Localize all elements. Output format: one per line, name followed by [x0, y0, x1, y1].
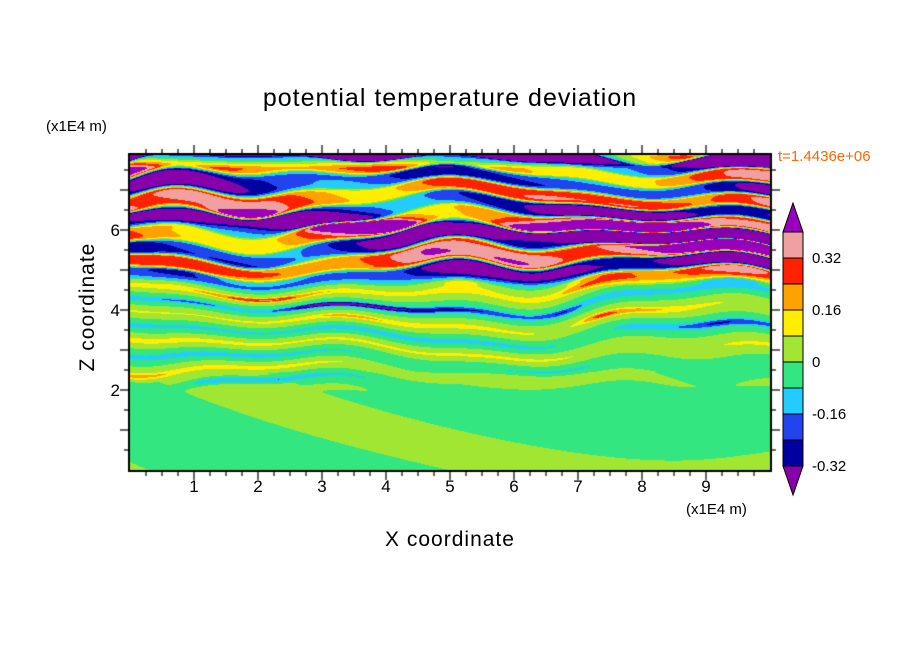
colorbar-block	[782, 439, 804, 467]
colorbar-block	[782, 231, 804, 259]
colorbar-label: 0.16	[812, 302, 841, 319]
colorbar-block	[782, 361, 804, 389]
colorbar-block	[782, 413, 804, 441]
chart-title: potential temperature deviation	[262, 84, 638, 112]
colorbar-label: -0.32	[812, 458, 846, 475]
colorbar-top-arrow	[782, 201, 804, 233]
contour-plot-canvas	[110, 135, 790, 490]
colorbar-bottom-arrow	[782, 465, 804, 497]
colorbar: 0.32 0.16 0 -0.16 -0.32	[782, 201, 904, 503]
colorbar-block	[782, 309, 804, 337]
y-unit-label: (x1E4 m)	[46, 118, 107, 135]
x-axis-label: X coordinate	[385, 528, 515, 551]
y-axis-label: Z coordinate	[76, 242, 99, 372]
x-unit-label: (x1E4 m)	[686, 501, 747, 518]
colorbar-label: -0.16	[812, 406, 846, 423]
colorbar-label: 0	[812, 354, 820, 371]
colorbar-block	[782, 283, 804, 311]
time-annotation: t=1.4436e+06	[778, 148, 871, 165]
colorbar-block	[782, 335, 804, 363]
colorbar-label: 0.32	[812, 250, 841, 267]
colorbar-block	[782, 387, 804, 415]
colorbar-block	[782, 257, 804, 285]
